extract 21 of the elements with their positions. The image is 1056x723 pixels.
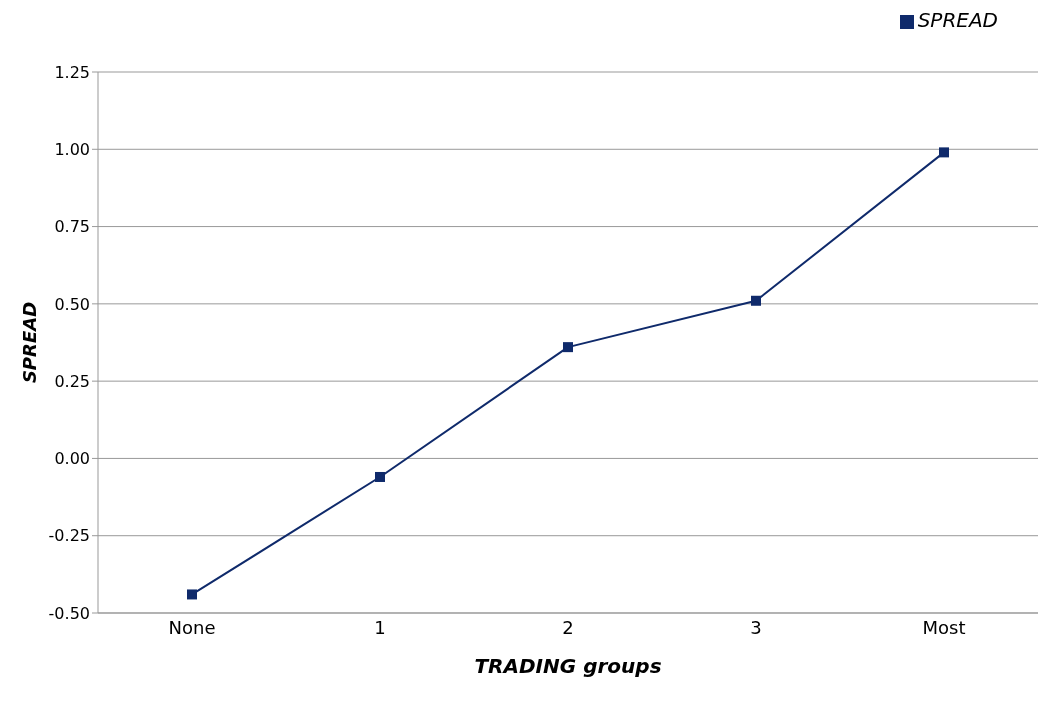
y-tick-label: 0.00 [54, 449, 90, 469]
point [939, 147, 949, 158]
x-axis-title: TRADING groups [474, 654, 662, 678]
point [751, 295, 761, 306]
legend-label: SPREAD [917, 8, 998, 32]
point [187, 589, 197, 600]
y-tick-label: 1.25 [54, 62, 90, 82]
y-tick-label: -0.25 [48, 526, 90, 546]
y-tick-label: -0.50 [48, 603, 90, 623]
x-tick-label: 2 [562, 616, 574, 638]
y-axis-title: SPREAD [19, 301, 41, 384]
x-tick-label: Most [922, 616, 966, 638]
y-tick-label: 0.50 [54, 294, 90, 314]
point [375, 471, 385, 482]
y-tick-label: 0.75 [54, 217, 90, 237]
point [563, 342, 573, 353]
x-tick-label: 1 [374, 616, 386, 638]
y-tick-label: 1.00 [54, 139, 90, 159]
x-tick-label: 3 [750, 616, 762, 638]
x-tick-label: None [168, 616, 216, 638]
y-tick-label: 0.25 [54, 371, 90, 391]
